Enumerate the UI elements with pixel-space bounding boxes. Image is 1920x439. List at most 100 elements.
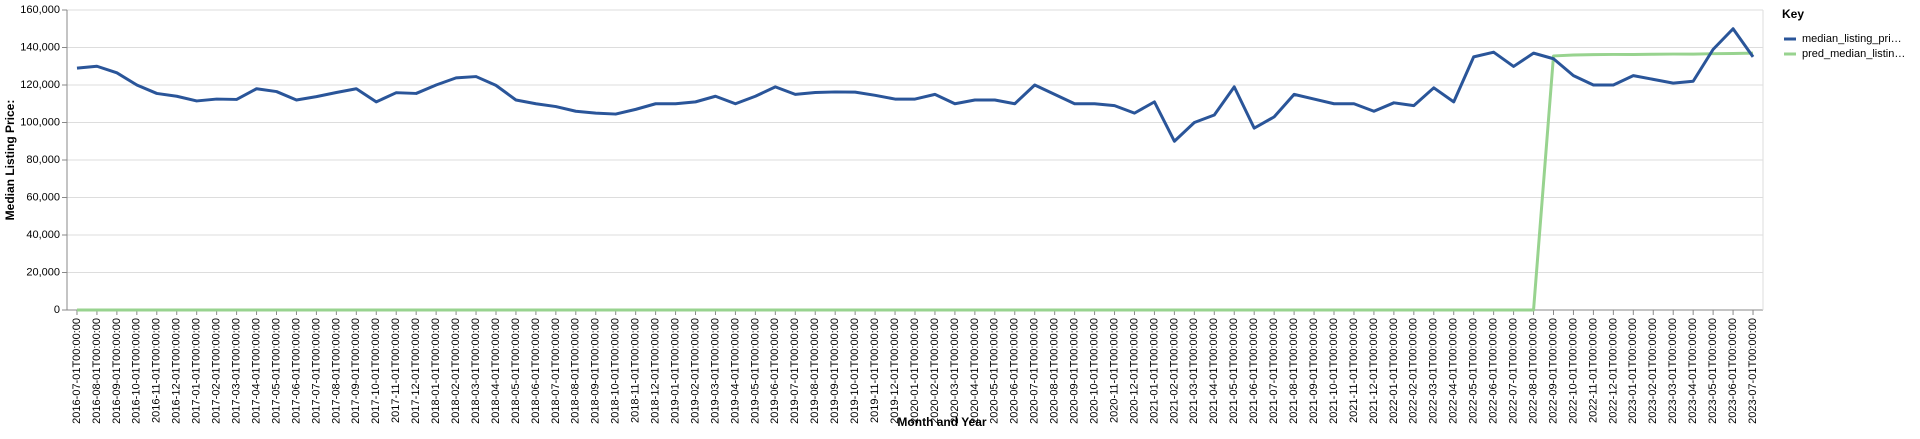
x-tick-label: 2022-01-01T00:00:00 [1388, 318, 1400, 424]
x-tick-label: 2016-08-01T00:00:00 [91, 318, 103, 424]
x-tick-label: 2018-10-01T00:00:00 [610, 318, 622, 424]
y-tick-label: 140,000 [20, 41, 60, 53]
x-tick-label: 2023-05-01T00:00:00 [1707, 318, 1719, 424]
y-tick-label: 60,000 [26, 191, 60, 203]
x-tick-label: 2016-09-01T00:00:00 [111, 318, 123, 424]
x-tick-label: 2021-12-01T00:00:00 [1368, 318, 1380, 424]
x-tick-label: 2019-04-01T00:00:00 [729, 318, 741, 424]
x-tick-label: 2020-08-01T00:00:00 [1049, 318, 1061, 424]
x-tick-label: 2017-03-01T00:00:00 [231, 318, 243, 424]
x-tick-label: 2020-03-01T00:00:00 [949, 318, 961, 424]
x-tick-label: 2023-06-01T00:00:00 [1727, 318, 1739, 424]
x-tick-label: 2021-11-01T00:00:00 [1348, 318, 1360, 423]
x-tick-label: 2017-08-01T00:00:00 [330, 318, 342, 424]
y-tick-label: 80,000 [26, 154, 60, 166]
x-tick-label: 2020-07-01T00:00:00 [1029, 318, 1041, 424]
x-tick-label: 2016-12-01T00:00:00 [171, 318, 183, 424]
x-tick-label: 2017-06-01T00:00:00 [290, 318, 302, 424]
x-tick-label: 2021-05-01T00:00:00 [1228, 318, 1240, 424]
x-tick-label: 2019-08-01T00:00:00 [809, 318, 821, 424]
x-tick-label: 2019-12-01T00:00:00 [889, 318, 901, 424]
y-tick-label: 100,000 [20, 116, 60, 128]
x-tick-label: 2018-04-01T00:00:00 [490, 318, 502, 424]
x-tick-label: 2019-02-01T00:00:00 [689, 318, 701, 424]
x-tick-label: 2020-11-01T00:00:00 [1108, 318, 1120, 423]
x-tick-label: 2021-01-01T00:00:00 [1148, 318, 1160, 424]
y-tick-label: 160,000 [20, 4, 60, 16]
x-tick-label: 2022-03-01T00:00:00 [1428, 318, 1440, 424]
legend-title: Key [1782, 7, 1804, 21]
x-tick-label: 2023-03-01T00:00:00 [1667, 318, 1679, 424]
x-tick-label: 2019-10-01T00:00:00 [849, 318, 861, 424]
x-tick-label: 2017-12-01T00:00:00 [410, 318, 422, 424]
x-tick-label: 2022-05-01T00:00:00 [1468, 318, 1480, 424]
x-tick-label: 2017-09-01T00:00:00 [350, 318, 362, 424]
x-tick-label: 2020-09-01T00:00:00 [1069, 318, 1081, 424]
x-tick-label: 2019-01-01T00:00:00 [669, 318, 681, 424]
x-tick-label: 2019-05-01T00:00:00 [749, 318, 761, 424]
x-tick-label: 2019-09-01T00:00:00 [829, 318, 841, 424]
legend-label: pred_median_listin… [1802, 48, 1905, 60]
x-tick-label: 2021-07-01T00:00:00 [1268, 318, 1280, 424]
x-tick-label: 2019-03-01T00:00:00 [709, 318, 721, 424]
x-tick-label: 2018-12-01T00:00:00 [650, 318, 662, 424]
y-tick-label: 20,000 [26, 266, 60, 278]
x-tick-label: 2023-04-01T00:00:00 [1687, 318, 1699, 424]
x-tick-label: 2020-10-01T00:00:00 [1088, 318, 1100, 424]
x-tick-label: 2018-05-01T00:00:00 [510, 318, 522, 424]
x-tick-label: 2016-10-01T00:00:00 [131, 318, 143, 424]
x-tick-label: 2020-05-01T00:00:00 [989, 318, 1001, 424]
x-tick-label: 2018-08-01T00:00:00 [570, 318, 582, 424]
x-tick-label: 2017-02-01T00:00:00 [211, 318, 223, 424]
x-tick-label: 2021-08-01T00:00:00 [1288, 318, 1300, 424]
x-tick-label: 2022-10-01T00:00:00 [1567, 318, 1579, 424]
x-tick-label: 2017-10-01T00:00:00 [370, 318, 382, 424]
x-tick-label: 2019-07-01T00:00:00 [789, 318, 801, 424]
x-tick-label: 2022-06-01T00:00:00 [1488, 318, 1500, 424]
x-tick-label: 2022-08-01T00:00:00 [1527, 318, 1539, 424]
x-tick-label: 2020-01-01T00:00:00 [909, 318, 921, 424]
x-tick-label: 2017-04-01T00:00:00 [250, 318, 262, 424]
x-tick-label: 2020-12-01T00:00:00 [1128, 318, 1140, 424]
x-tick-label: 2018-03-01T00:00:00 [470, 318, 482, 424]
x-tick-label: 2019-06-01T00:00:00 [769, 318, 781, 424]
x-tick-label: 2018-01-01T00:00:00 [430, 318, 442, 424]
x-tick-label: 2020-02-01T00:00:00 [929, 318, 941, 424]
x-tick-label: 2017-11-01T00:00:00 [390, 318, 402, 423]
x-tick-label: 2020-06-01T00:00:00 [1009, 318, 1021, 424]
x-tick-label: 2018-06-01T00:00:00 [530, 318, 542, 424]
x-tick-label: 2022-02-01T00:00:00 [1408, 318, 1420, 424]
x-tick-label: 2022-11-01T00:00:00 [1587, 318, 1599, 423]
x-tick-label: 2021-04-01T00:00:00 [1208, 318, 1220, 424]
x-tick-label: 2022-04-01T00:00:00 [1448, 318, 1460, 424]
x-tick-label: 2018-02-01T00:00:00 [450, 318, 462, 424]
x-tick-label: 2018-07-01T00:00:00 [550, 318, 562, 424]
x-tick-label: 2021-09-01T00:00:00 [1308, 318, 1320, 424]
x-tick-label: 2018-11-01T00:00:00 [630, 318, 642, 423]
x-tick-label: 2016-07-01T00:00:00 [71, 318, 83, 424]
x-tick-label: 2023-01-01T00:00:00 [1627, 318, 1639, 424]
x-tick-label: 2017-07-01T00:00:00 [310, 318, 322, 424]
series-line [76, 27, 1755, 143]
x-tick-label: 2019-11-01T00:00:00 [869, 318, 881, 423]
x-tick-label: 2022-12-01T00:00:00 [1607, 318, 1619, 424]
x-tick-label: 2021-06-01T00:00:00 [1248, 318, 1260, 424]
x-tick-label: 2023-07-01T00:00:00 [1747, 318, 1759, 424]
x-axis-title: Month and Year [897, 415, 986, 429]
x-tick-label: 2017-01-01T00:00:00 [191, 318, 203, 424]
x-tick-label: 2021-10-01T00:00:00 [1328, 318, 1340, 424]
x-tick-label: 2022-09-01T00:00:00 [1547, 318, 1559, 424]
x-tick-label: 2021-02-01T00:00:00 [1168, 318, 1180, 424]
x-tick-label: 2021-03-01T00:00:00 [1188, 318, 1200, 424]
y-tick-label: 40,000 [26, 229, 60, 241]
y-axis-title: Median Listing Price: [3, 100, 17, 221]
series-line [76, 51, 1754, 312]
x-tick-label: 2022-07-01T00:00:00 [1507, 318, 1519, 424]
x-tick-label: 2020-04-01T00:00:00 [969, 318, 981, 424]
y-tick-label: 120,000 [20, 79, 60, 91]
x-tick-label: 2023-02-01T00:00:00 [1647, 318, 1659, 424]
x-tick-label: 2018-09-01T00:00:00 [590, 318, 602, 424]
x-tick-label: 2017-05-01T00:00:00 [270, 318, 282, 424]
